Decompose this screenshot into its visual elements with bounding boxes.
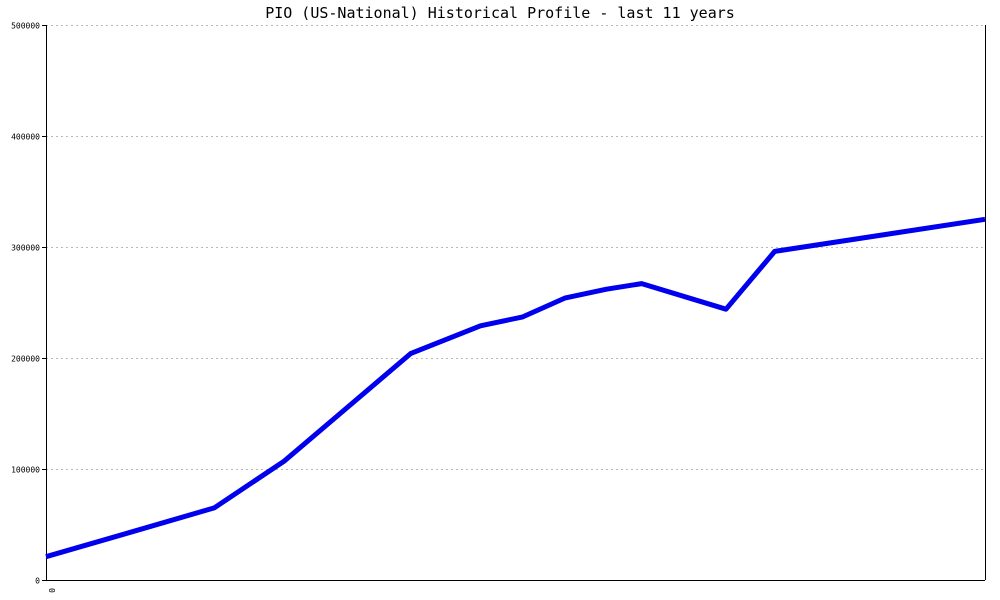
y-axis-ticks: 0 100000 200000 300000 400000 500000 bbox=[11, 22, 46, 586]
x-axis-ticks: 0 bbox=[47, 588, 56, 593]
gridlines bbox=[46, 25, 985, 470]
y-tick-label: 0 bbox=[35, 577, 40, 586]
series-layer bbox=[45, 216, 986, 560]
y-tick-label: 200000 bbox=[11, 355, 40, 364]
chart-title: PIO (US-National) Historical Profile - l… bbox=[265, 4, 735, 22]
x-tick-label: 0 bbox=[47, 588, 56, 593]
y-tick-label: 300000 bbox=[11, 244, 40, 253]
axes bbox=[46, 25, 986, 581]
y-tick-label: 100000 bbox=[11, 466, 40, 475]
series-line bbox=[45, 216, 986, 560]
y-tick-label: 500000 bbox=[11, 22, 40, 31]
y-tick-label: 400000 bbox=[11, 133, 40, 142]
